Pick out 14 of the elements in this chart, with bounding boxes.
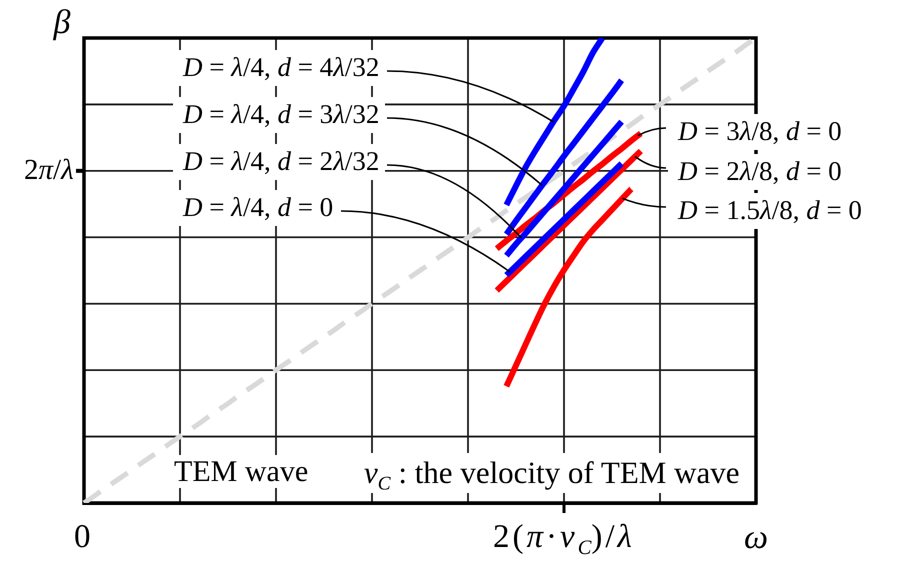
annotation: v$_{C}$ : the velocity of TEM wave bbox=[356, 453, 748, 495]
y-axis-title: β bbox=[54, 4, 70, 40]
x-tick-label: 2(π·v$_{C}$)/λ bbox=[493, 519, 635, 560]
series-label: D = 1.5λ/8, d = 0 bbox=[668, 193, 868, 229]
text: 2π/λ bbox=[24, 154, 74, 187]
series-label: TEM wave bbox=[170, 455, 312, 488]
text: D = λ/4, d = 4λ/32 bbox=[173, 50, 386, 86]
x-tick-label: 0 bbox=[74, 519, 94, 556]
text: D = λ/4, d = 0 bbox=[173, 190, 340, 226]
text: D = λ/4, d = 2λ/32 bbox=[173, 144, 386, 180]
text: D = λ/4, d = 3λ/32 bbox=[173, 97, 386, 133]
series-label: D = 3λ/8, d = 0 bbox=[668, 114, 848, 150]
series-label: D = 2λ/8, d = 0 bbox=[668, 154, 848, 190]
x-axis-title: ω bbox=[744, 518, 768, 556]
